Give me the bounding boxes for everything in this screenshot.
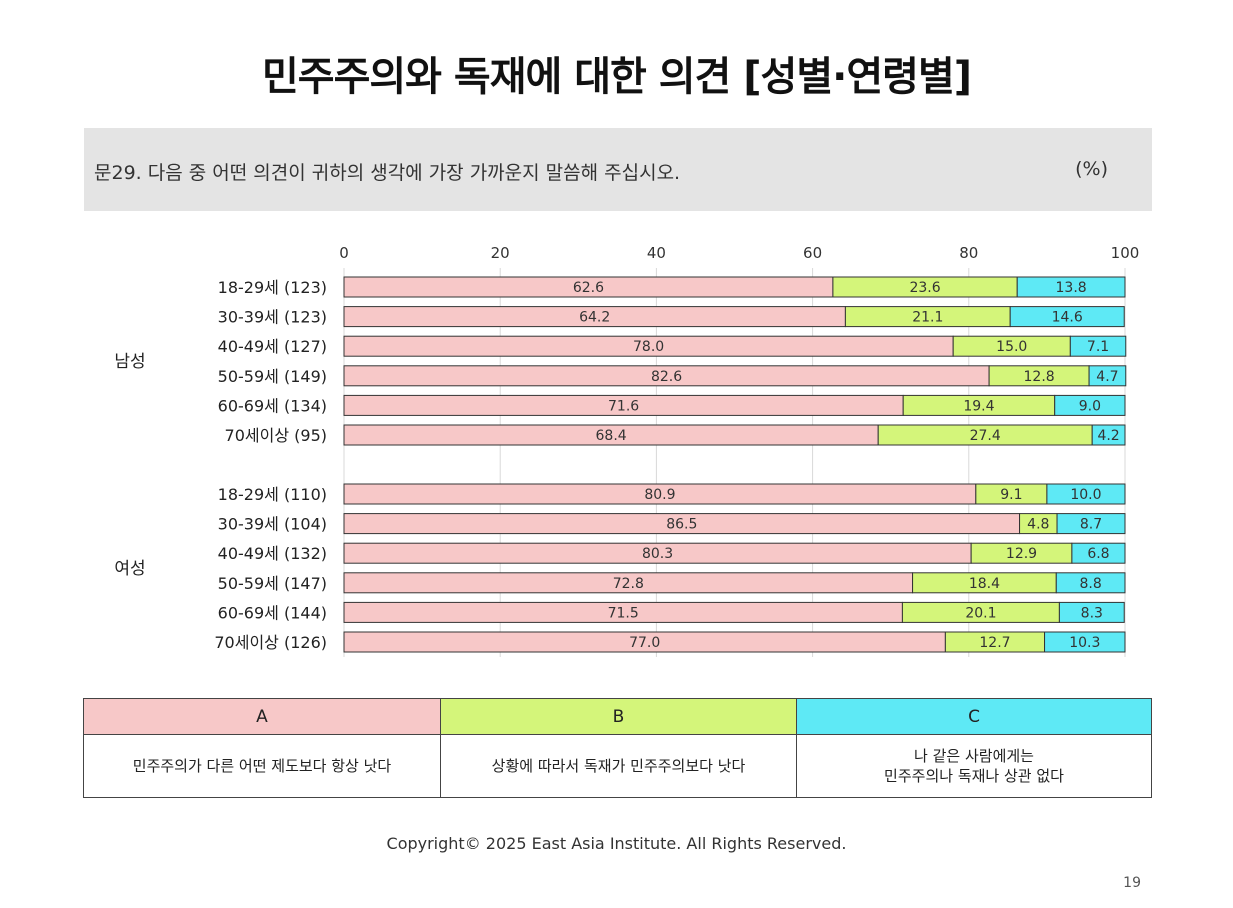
row-label: 70세이상 (126): [214, 633, 327, 652]
bar-segment-c: [1046, 483, 1126, 505]
data-label: 4.7: [1096, 369, 1118, 385]
bar-segment-c: [1054, 394, 1126, 416]
bar-segment-c: [1056, 513, 1126, 535]
row-label: 60-69세 (134): [218, 396, 327, 415]
x-tick-label: 80: [959, 244, 978, 262]
row-label: 50-59세 (147): [218, 574, 327, 593]
data-label: 10.3: [1069, 635, 1100, 651]
row-label: 70세이상 (95): [225, 426, 327, 445]
bar-segment-c: [1009, 306, 1125, 328]
group-label: 남성: [114, 352, 145, 372]
data-label: 9.1: [1000, 487, 1022, 503]
data-label: 64.2: [579, 310, 610, 326]
bar-segment-c: [1055, 572, 1126, 594]
legend-desc-c: 나 같은 사람에게는 민주주의나 독재나 상관 없다: [796, 735, 1151, 797]
legend-key-b: B: [440, 699, 796, 735]
data-label: 68.4: [596, 428, 627, 444]
data-label: 9.0: [1079, 398, 1101, 414]
row-label: 30-39세 (104): [218, 515, 327, 534]
data-label: 8.3: [1081, 605, 1103, 621]
data-label: 12.7: [979, 635, 1010, 651]
data-label: 10.0: [1070, 487, 1101, 503]
data-label: 78.0: [633, 339, 664, 355]
data-label: 12.9: [1006, 546, 1037, 562]
data-label: 8.8: [1080, 576, 1102, 592]
x-tick-label: 40: [647, 244, 666, 262]
legend-key-a: A: [84, 699, 440, 735]
data-label: 19.4: [963, 398, 994, 414]
bar-segment-c: [1071, 542, 1126, 564]
bar-segment-c: [1044, 631, 1126, 653]
data-label: 72.8: [613, 576, 644, 592]
bar-segment-c: [1058, 601, 1125, 623]
x-tick-label: 60: [803, 244, 822, 262]
x-tick-label: 0: [339, 244, 349, 262]
bar-segment-c: [1088, 365, 1127, 387]
x-tick-label: 20: [491, 244, 510, 262]
copyright-text: Copyright© 2025 East Asia Institute. All…: [386, 834, 847, 853]
data-label: 7.1: [1087, 339, 1109, 355]
question-text: 문29. 다음 중 어떤 의견이 귀하의 생각에 가장 가까운지 말씀해 주십시…: [94, 162, 681, 184]
data-label: 27.4: [970, 428, 1001, 444]
group-label: 여성: [114, 559, 145, 579]
data-label: 21.1: [912, 310, 943, 326]
row-label: 40-49세 (127): [218, 337, 327, 356]
row-label: 30-39세 (123): [218, 308, 327, 327]
data-label: 4.8: [1027, 517, 1049, 533]
data-label: 13.8: [1056, 280, 1087, 296]
data-label: 82.6: [651, 369, 682, 385]
legend-key-c: C: [796, 699, 1151, 735]
row-label: 18-29세 (123): [218, 278, 327, 297]
bar-segment-c: [1016, 276, 1126, 298]
bar-segment-c: [1091, 424, 1126, 446]
data-label: 20.1: [965, 605, 996, 621]
row-label: 60-69세 (144): [218, 603, 327, 622]
legend-desc-b: 상황에 따라서 독재가 민주주의보다 낫다: [440, 735, 796, 797]
row-label: 40-49세 (132): [218, 544, 327, 563]
data-label: 71.6: [608, 398, 639, 414]
page-number: 19: [1123, 875, 1141, 891]
bar-segment-c: [1069, 335, 1127, 357]
data-label: 4.2: [1097, 428, 1119, 444]
data-label: 6.8: [1087, 546, 1109, 562]
row-label: 50-59세 (149): [218, 367, 327, 386]
data-label: 71.5: [608, 605, 639, 621]
data-label: 77.0: [629, 635, 660, 651]
data-label: 8.7: [1080, 517, 1102, 533]
x-tick-label: 100: [1111, 244, 1140, 262]
data-label: 12.8: [1024, 369, 1055, 385]
row-label: 18-29세 (110): [218, 485, 327, 504]
legend-desc-a: 민주주의가 다른 어떤 제도보다 항상 낫다: [132, 757, 392, 775]
data-label: 15.0: [996, 339, 1027, 355]
data-label: 18.4: [969, 576, 1000, 592]
stacked-bar-chart: 0 20 40 60 80 100 남성 18-29세 (123) 62.6 23.6 13.8 30…: [114, 244, 1140, 657]
legend-table: A B C 민주주의가 다른 어떤 제도보다 항상 낫다 상황에 따라서 독재가…: [83, 698, 1152, 798]
data-label: 86.5: [666, 517, 697, 533]
data-label: 80.3: [642, 546, 673, 562]
question-box: 문29. 다음 중 어떤 의견이 귀하의 생각에 가장 가까운지 말씀해 주십시…: [84, 128, 1152, 211]
data-label: 80.9: [644, 487, 675, 503]
page-title: 민주주의와 독재에 대한 의견 [성별·연령별]: [261, 54, 972, 100]
unit-label: (%): [1075, 158, 1108, 180]
data-label: 23.6: [909, 280, 940, 296]
data-label: 14.6: [1052, 310, 1083, 326]
data-label: 62.6: [573, 280, 604, 296]
